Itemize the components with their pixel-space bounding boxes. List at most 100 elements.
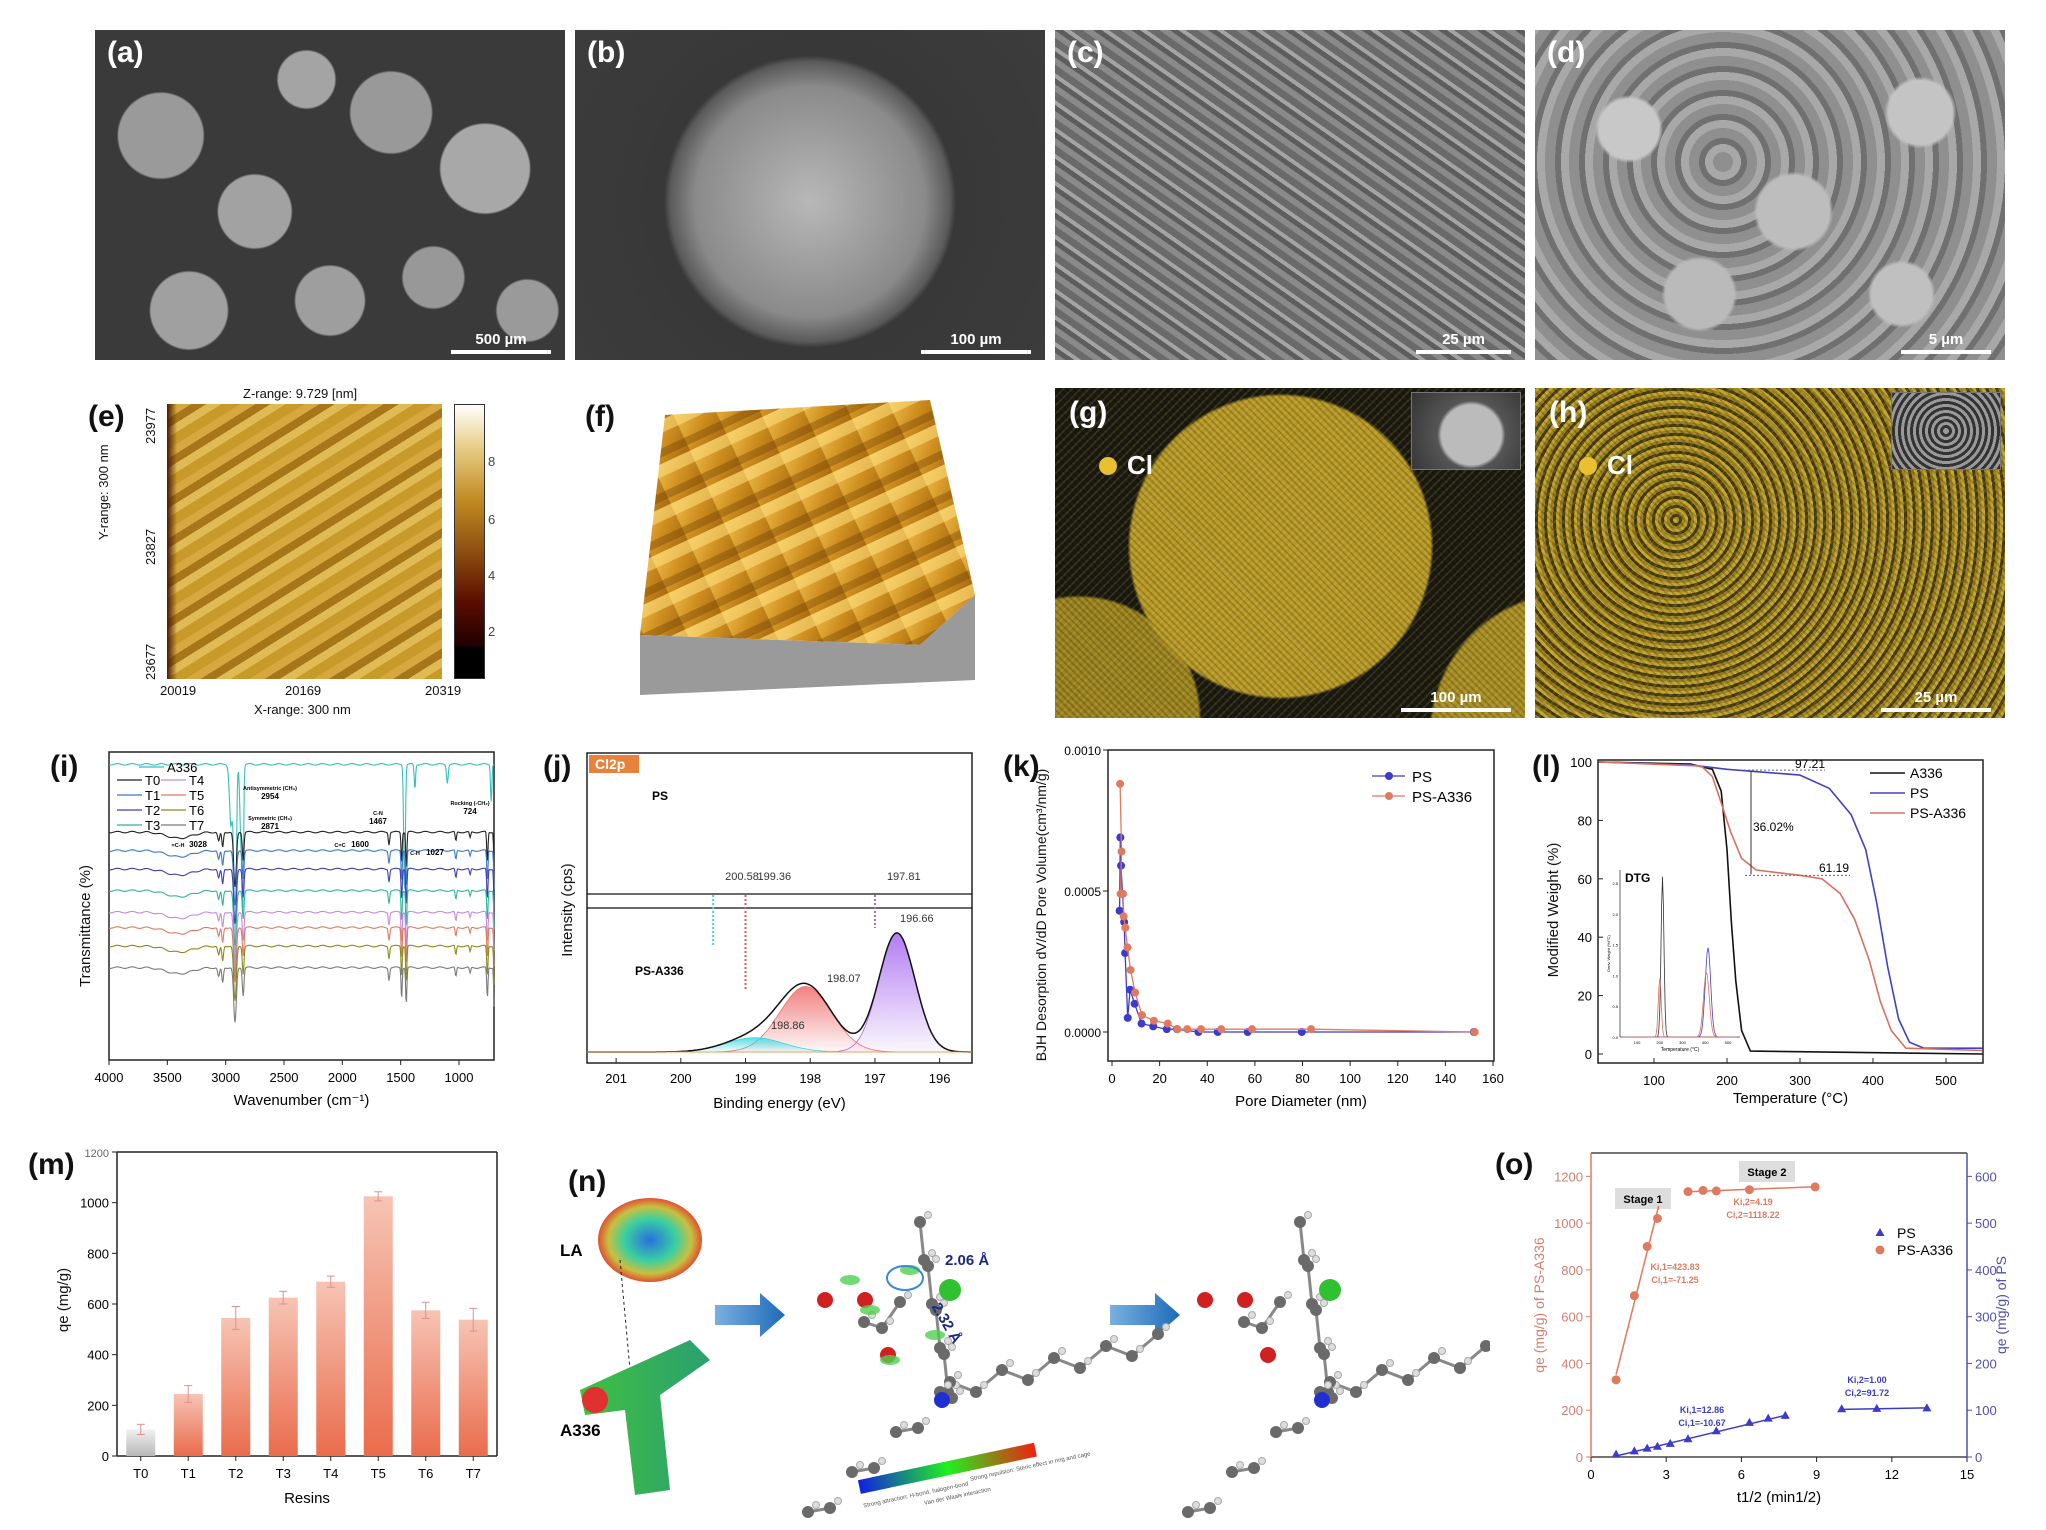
x-axis-label: Temperature (°C) [1733,1090,1848,1107]
afm-3d-surface [640,400,975,695]
sem-inset [1891,392,2001,470]
y-tick-label: 0 [1585,1047,1592,1062]
fit-k-label: Ki,1=12.86 [1680,1405,1724,1415]
scale-bar-d: 5 µm [1901,331,1991,354]
carbon-atom [1318,1348,1330,1360]
hydrogen-atom [1304,1211,1312,1219]
arrow-right-icon [715,1293,785,1337]
bond [1298,1221,1306,1261]
x-tick-label: 200 [1716,1073,1738,1088]
inset-x-tick: 100 [1634,1040,1641,1045]
spectrum-line-T5 [108,926,495,983]
y-tick-label-right: 200 [1975,1356,1997,1371]
x-tick-label: 40 [1200,1071,1214,1086]
series-line-PS [1118,837,1474,1033]
x-tick-label: 9 [1813,1467,1820,1482]
bond [1314,1309,1322,1349]
stage-badge [1739,1161,1795,1182]
fit-k-label: Ki,2=4.19 [1733,1197,1772,1207]
annotation-value: 1600 [351,840,369,849]
legend-label: T3 [145,818,160,833]
peak-label: 196.66 [900,913,934,925]
afm-x-tick: 20319 [425,683,462,698]
legend-marker [1385,772,1393,780]
x-axis-label: Resins [284,1490,330,1507]
y-axis-label: Modified Weight (%) [1545,843,1562,978]
carbon-atom [922,1260,934,1272]
panel-label-k: (k) [1003,750,1040,783]
sample-label: PS-A336 [635,964,684,978]
data-point-PS [1665,1438,1675,1447]
data-point-PS [1130,999,1139,1008]
data-point-PS-A336 [1131,988,1140,997]
data-point-PS-A336 [1698,1185,1708,1195]
scale-bar-c: 25 µm [1416,331,1511,354]
panel-label-b: (b) [587,36,626,69]
ps-peak-label: 199.36 [758,871,792,883]
hydrogen-atom [954,1371,962,1379]
dashed-connector [619,1259,631,1371]
hydrogen-atom [900,1421,908,1429]
la-esp-surface [598,1198,702,1282]
data-point-PS [1611,1449,1621,1458]
carbon-atom [846,1466,858,1478]
y-axis-label: qe (mg/g) of PS-A336 [1531,1237,1547,1373]
tga-chart: 100 200 300 400 500 0 20 40 60 80 100 Temperature (… [1545,755,1984,1107]
hydrogen-atom [1464,1357,1472,1365]
x-tick-label: 196 [929,1071,951,1086]
peak-label: 198.86 [771,1020,805,1032]
rdg-color-bar: Strong attraction: H-bond, halogen-bond … [857,1442,1092,1510]
x-tick-label: 20 [1152,1071,1166,1086]
hydrogen-atom [1280,1421,1288,1429]
y-tick-label-right: 500 [1975,1216,1997,1231]
x-tick-label: 500 [1935,1073,1957,1088]
y-tick-label: 60 [1578,872,1592,887]
inset-x-tick: 300 [1679,1040,1686,1045]
eds-legend: Cl [1579,450,1633,481]
x-tick-label: 15 [1960,1467,1974,1482]
x-tick-label: 60 [1248,1071,1262,1086]
legend-marker [1385,792,1393,800]
sem-image-d: (d) 5 µm [1535,30,2005,360]
spectrum-line-T4 [108,910,495,967]
y-tick-label: 400 [87,1348,109,1363]
carbon-atom [1238,1316,1250,1328]
data-point-PS [1780,1410,1790,1419]
data-point-PS [1872,1403,1882,1412]
hydrogen-atom [1214,1497,1222,1505]
distance-label: 2.06 Å [945,1252,989,1269]
annotation-title: =C-H [172,843,185,849]
panel-label-a: (a) [107,36,144,69]
carbon-atom [1302,1260,1314,1272]
colorbar-tick: 4 [488,568,496,583]
x-tick-label: 4000 [95,1070,124,1085]
annotation-title: Symmetric (CH₃) [248,816,292,822]
scale-bar-label: 100 µm [1430,689,1482,706]
y-tick-label: 100 [1570,755,1592,770]
panel-label-j: (j) [543,750,572,783]
eds-map-g: (g) Cl 100 µm [1055,388,1525,718]
afm-x-range: X-range: 300 nm [254,702,351,717]
data-point-PS-A336 [1149,1016,1158,1025]
hydrogen-atom [904,1291,912,1299]
carbon-atom [1100,1340,1112,1352]
data-point-PS [1652,1441,1662,1450]
hydrogen-atom [944,1381,952,1389]
x-tick-label: 2500 [270,1070,299,1085]
x-tick-label: 6 [1738,1467,1745,1482]
xps-chart: Cl2p 201 200 199 198 197 196 Binding energy (eV… [559,752,973,1112]
dtg-curve-A336 [1623,876,1738,1038]
inset-y-tick: 0.0 [1612,1035,1618,1040]
data-point-PS-A336 [1683,1187,1693,1197]
data-point-PS-A336 [1197,1025,1206,1034]
y-tick-label: 1000 [80,1196,109,1211]
data-point-PS [1763,1413,1773,1422]
hydrogen-atom [932,1255,940,1263]
hydrogen-atom [1162,1323,1170,1331]
a336-label: A336 [560,1421,601,1440]
x-tick-label: T7 [466,1466,481,1481]
annotation-title: C=C [334,843,345,849]
chloride-ion [1319,1279,1341,1301]
data-point-PS-A336 [1470,1028,1479,1036]
oxygen-atom [857,1292,873,1308]
